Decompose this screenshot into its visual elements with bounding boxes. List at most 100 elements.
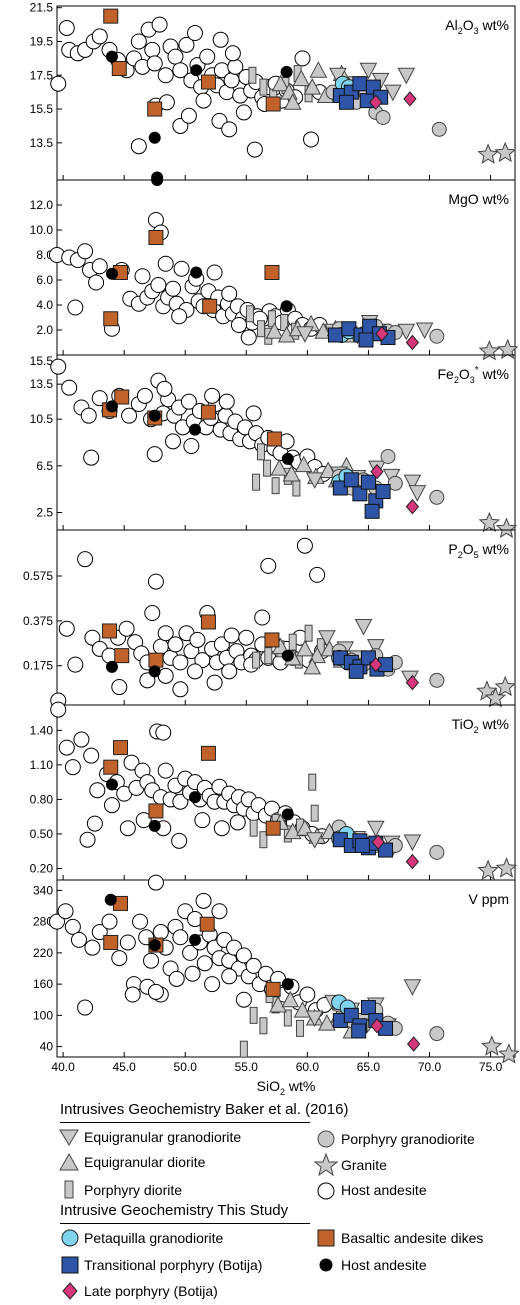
equi_dior-point — [270, 459, 289, 476]
host_study-point — [105, 267, 118, 280]
equi_dior-point — [296, 819, 314, 836]
host_baker-point — [64, 759, 81, 776]
basaltic-point — [147, 101, 163, 117]
host_baker-point — [171, 832, 188, 849]
host_baker-point — [187, 25, 204, 42]
porph_dior-point — [308, 773, 317, 791]
host_baker-point — [150, 277, 167, 293]
host_baker-point — [147, 874, 164, 891]
equi_dior-point — [269, 995, 287, 1013]
granite-point — [494, 675, 516, 697]
equi_grano-point — [366, 639, 385, 656]
legend-label-host-baker: Host andesite — [341, 1182, 427, 1198]
host_study-point — [104, 893, 117, 906]
porph_dior-point — [248, 66, 257, 84]
basaltic-point — [199, 916, 215, 932]
host_baker-point — [144, 41, 161, 58]
legend-label-petaquilla: Petaquilla granodiorite — [84, 1230, 224, 1246]
late-point — [371, 834, 385, 850]
host_baker-point — [64, 918, 81, 935]
ytick-label: 100 — [33, 1008, 53, 1022]
host_study-point — [280, 65, 293, 78]
host_study-point — [190, 266, 203, 279]
host_baker-point — [58, 19, 75, 36]
host_study-point — [151, 171, 164, 184]
porph_dior-point — [252, 651, 261, 669]
transitional-point — [360, 474, 376, 490]
porph_dior-point — [310, 804, 319, 822]
legend-label-porph-grano: Porphyry granodiorite — [341, 1131, 475, 1147]
granite-point — [495, 517, 518, 538]
host_baker-point — [204, 976, 221, 993]
legend-symbol-host-baker — [317, 1182, 335, 1200]
equi_dior-point — [271, 74, 290, 92]
legend-baker-title: Intrusives Geochemistry Baker et al. (20… — [60, 1101, 349, 1118]
panel-label-2: Fe2O3* wt% — [437, 365, 509, 385]
host_baker-point — [77, 999, 94, 1016]
equi_dior-point — [292, 69, 311, 87]
legend-label-basaltic: Basaltic andesite dikes — [341, 1230, 484, 1246]
equi_grano-point — [366, 820, 385, 838]
porph_dior-point — [239, 1040, 248, 1058]
host_baker-point — [146, 446, 163, 463]
equi_dior-point — [294, 455, 313, 473]
host_baker-point — [189, 631, 206, 648]
basaltic-point — [264, 632, 280, 648]
host_baker-point — [195, 92, 212, 109]
porph_grano-point — [429, 672, 445, 688]
host_baker-point — [204, 387, 221, 404]
equi_grano-point — [408, 485, 427, 502]
xtick-label: 60.0 — [296, 1060, 320, 1074]
basaltic-point — [265, 820, 281, 836]
host_baker-point — [218, 393, 235, 410]
panel-frame-5 — [56, 879, 516, 1058]
host_baker-point — [124, 986, 141, 1003]
host_baker-point — [139, 672, 156, 689]
host_baker-point — [172, 654, 189, 671]
host_baker-point — [67, 656, 84, 673]
porph_dior-point — [249, 819, 258, 837]
late-point — [369, 656, 383, 673]
ytick-label: 13.5 — [30, 136, 54, 150]
host_baker-point — [309, 566, 326, 583]
legend-symbol-equi-dior — [59, 1152, 79, 1171]
porph_grano-point — [429, 328, 445, 344]
host_baker-point — [130, 138, 147, 155]
host_baker-point — [50, 358, 67, 375]
host_baker-point — [235, 947, 252, 964]
transitional-point — [360, 1000, 376, 1016]
basaltic-point — [103, 311, 119, 327]
legend-divider-2 — [60, 1223, 310, 1224]
equi_grano-point — [384, 84, 402, 102]
host_study-point — [189, 933, 202, 946]
host_baker-point — [146, 55, 163, 72]
basaltic-point — [103, 759, 119, 775]
host_baker-point — [119, 934, 136, 951]
host_baker-point — [240, 329, 257, 346]
host_baker-point — [199, 48, 216, 65]
host_baker-point — [180, 393, 197, 410]
xtick-label: 65.0 — [357, 1060, 381, 1074]
host_baker-point — [184, 965, 201, 982]
transitional-point — [354, 837, 370, 853]
legend-label-porph-dior: Porphyry diorite — [84, 1182, 183, 1198]
ytick-label: 40 — [40, 1040, 54, 1054]
legend-label-late: Late porphyry (Botija) — [84, 1283, 218, 1299]
host_baker-point — [67, 299, 84, 316]
host_baker-point — [246, 141, 263, 158]
basaltic-point — [200, 404, 216, 420]
host_baker-point — [157, 625, 174, 642]
ytick-label: 280 — [33, 915, 53, 929]
transitional-point — [338, 94, 354, 110]
host_baker-point — [50, 701, 67, 718]
host_baker-point — [167, 636, 184, 653]
granite-point — [477, 143, 499, 164]
ytick-label: 15.5 — [30, 102, 54, 116]
host_baker-point — [157, 67, 174, 84]
late-point — [370, 1017, 384, 1034]
host_baker-point — [130, 33, 147, 50]
granite-point — [481, 1035, 503, 1056]
late-point — [405, 498, 420, 515]
ytick-label: 0.50 — [30, 827, 54, 841]
host_baker-point — [230, 317, 247, 333]
